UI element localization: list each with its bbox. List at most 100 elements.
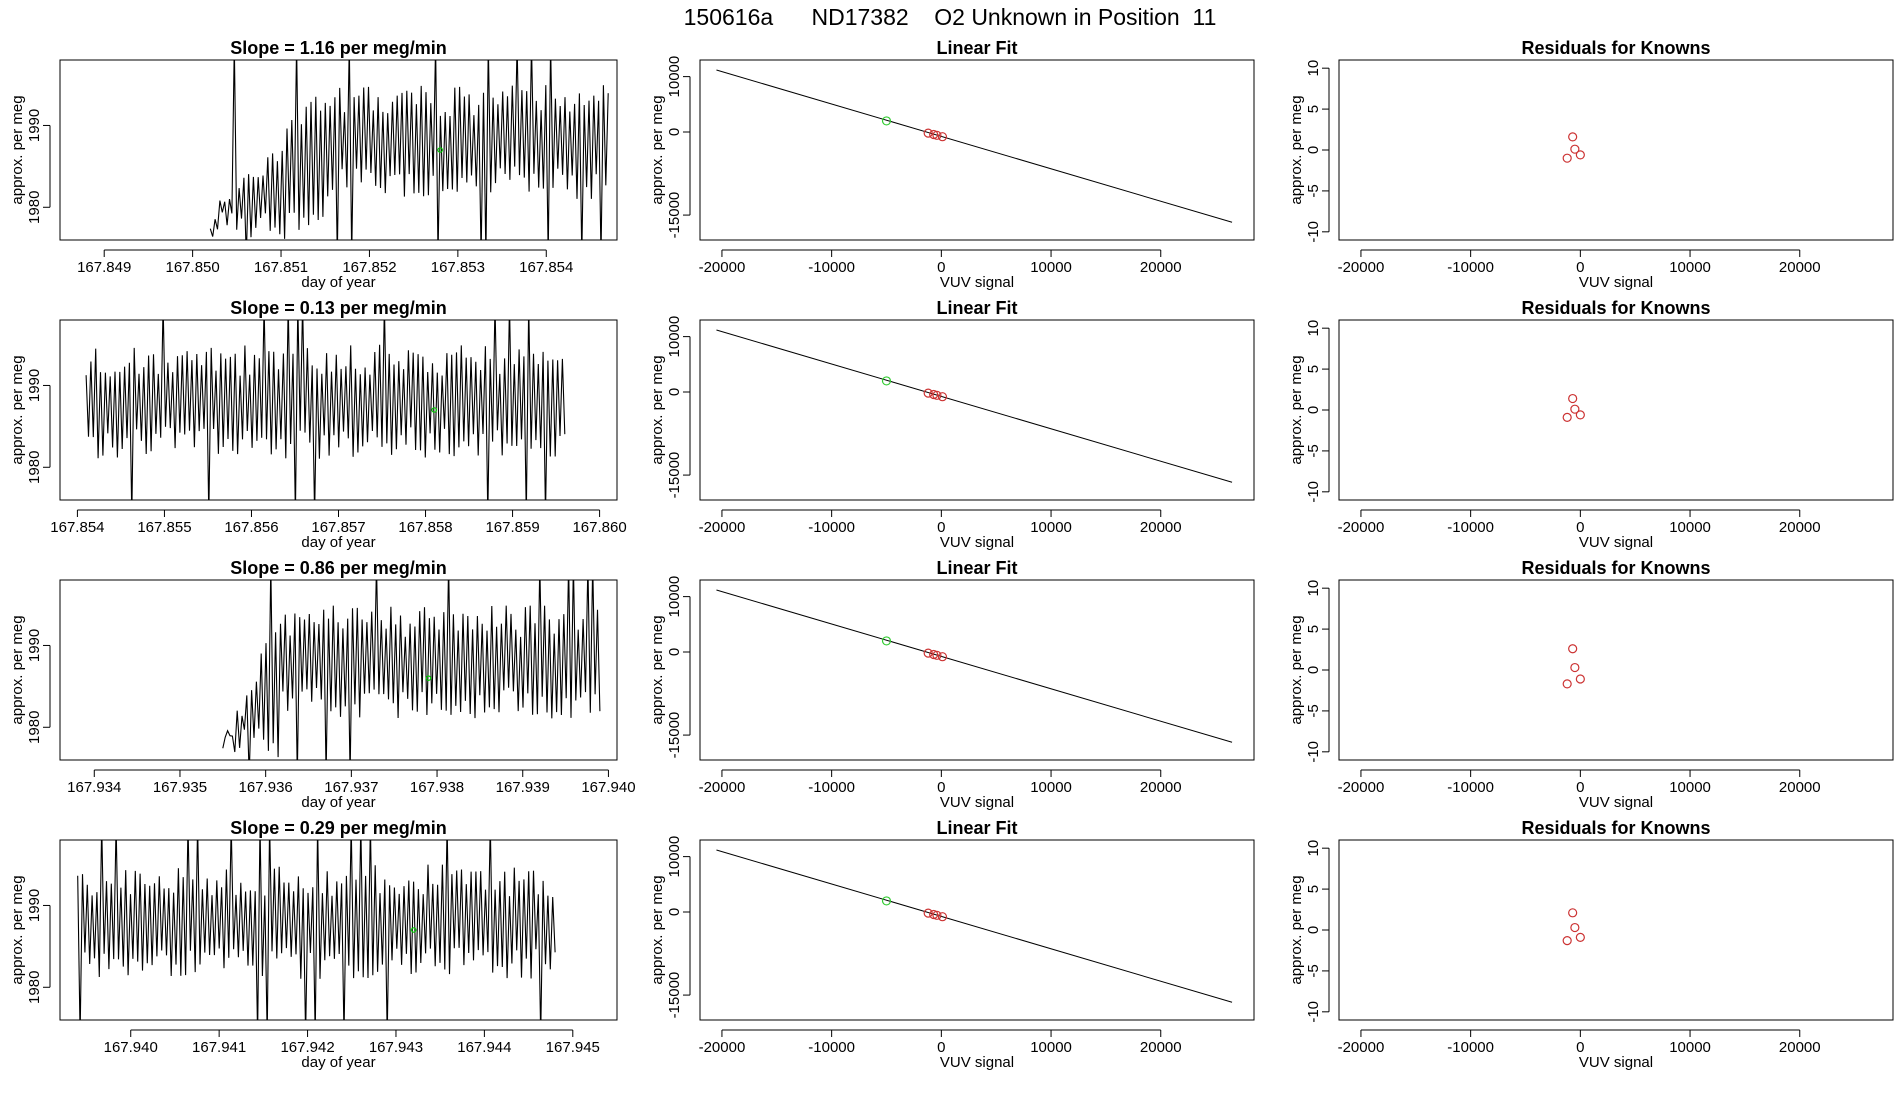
row-2-residuals-residual-point — [1575, 410, 1585, 420]
row-3-linear-fit-ylabel: approx. per meg — [649, 615, 666, 724]
row-1-timeseries-current-point — [437, 147, 443, 153]
row-2-residuals-ytick-label: 10 — [1305, 320, 1322, 337]
row-1-residuals-ytick-label: 0 — [1305, 146, 1322, 154]
row-1-residuals-xtick-label: -20000 — [1338, 259, 1385, 276]
row-3-timeseries-frame — [59, 579, 618, 761]
row-1-residuals-ylabel: approx. per meg — [1288, 95, 1305, 204]
row-1-timeseries-xlabel: day of year — [301, 274, 375, 291]
row-3-timeseries-xlabel: day of year — [301, 794, 375, 811]
row-4-linear-fit-ytick-label: 0 — [666, 908, 683, 916]
row-2-timeseries-frame — [59, 319, 618, 501]
row-3-residuals-ytick-label: -10 — [1305, 741, 1322, 763]
row-2-linear-fit-known-point — [937, 392, 948, 402]
row-1-linear-fit-xtick-label: -20000 — [699, 259, 746, 276]
row-4-residuals-ylabel: approx. per meg — [1288, 875, 1305, 984]
row-4-timeseries-signal-line — [77, 840, 556, 1020]
row-4-residuals-ytick-label: 0 — [1305, 926, 1322, 934]
row-4-timeseries-xlabel: day of year — [301, 1054, 375, 1071]
row-1-residuals-title: Residuals for Knowns — [1521, 38, 1710, 58]
row-3-linear-fit-ytick-label: 10000 — [666, 576, 683, 618]
row-4-residuals-plot-area — [1562, 908, 1585, 946]
row-1-timeseries-plot-area — [209, 60, 609, 240]
row-3-residuals-ytick-label: 0 — [1305, 666, 1322, 674]
row-4-linear-fit-plot-area — [716, 849, 1233, 1003]
row-3-residuals-ytick-label: 10 — [1305, 580, 1322, 597]
row-2-timeseries-title: Slope = 0.13 per meg/min — [230, 298, 447, 318]
row-3-linear-fit-xtick-label: 0 — [937, 779, 945, 796]
row-2-timeseries-current-point — [431, 407, 438, 413]
row-4-linear-fit-known-point — [923, 908, 933, 918]
row-2-timeseries-ytick-label: 1990 — [26, 369, 43, 402]
row-2-linear-fit-xtick-label: 20000 — [1140, 519, 1182, 536]
row-2-timeseries-xlabel: day of year — [301, 534, 375, 551]
row-3-linear-fit-known-point — [937, 652, 948, 662]
row-1-residuals-xlabel: VUV signal — [1579, 274, 1653, 291]
row-4-residuals-residual-point — [1568, 908, 1578, 918]
row-1-linear-fit-fit-line — [716, 69, 1233, 223]
row-2-residuals-xtick-label: 10000 — [1669, 519, 1711, 536]
row-3-residuals-residual-point — [1575, 674, 1585, 684]
row-2-linear-fit-ytick-label: 10000 — [666, 316, 683, 358]
row-1-residuals-xtick-label: 20000 — [1779, 259, 1821, 276]
row-4-residuals-xtick-label: 10000 — [1669, 1039, 1711, 1056]
row-4-residuals-ytick-label: 5 — [1305, 885, 1322, 893]
row-3-timeseries-xtick-label: 167.939 — [496, 779, 550, 796]
row-3-linear-fit-xlabel: VUV signal — [940, 794, 1014, 811]
row-3-residuals-xtick-label: -10000 — [1447, 779, 1494, 796]
row-1-linear-fit-ytick-label: 10000 — [666, 56, 683, 98]
row-2-linear-fit-xtick-label: 0 — [937, 519, 945, 536]
row-4-linear-fit-xtick-label: -10000 — [808, 1039, 855, 1056]
row-4-linear-fit-ytick-label: 10000 — [666, 836, 683, 878]
row-1-residuals-xtick-label: -10000 — [1447, 259, 1494, 276]
row-3-timeseries-xtick-label: 167.936 — [239, 779, 293, 796]
row-4-residuals-residual-point — [1575, 932, 1585, 942]
row-2-residuals-ytick-label: 0 — [1305, 406, 1322, 414]
row-1-residuals-ytick-label: -5 — [1305, 184, 1322, 197]
row-4-timeseries-frame — [59, 839, 618, 1021]
row-4-linear-fit-xtick-label: -20000 — [699, 1039, 746, 1056]
row-1-residuals-xtick-label: 10000 — [1669, 259, 1711, 276]
row-2-linear-fit-frame — [699, 319, 1255, 501]
row-2-timeseries-xtick-label: 167.859 — [485, 519, 539, 536]
row-4-residuals-frame — [1338, 839, 1894, 1021]
row-1-linear-fit-xlabel: VUV signal — [940, 274, 1014, 291]
row-4-linear-fit-ytick-label: -15000 — [666, 972, 683, 1019]
row-4-linear-fit-known-point — [937, 912, 948, 922]
row-4-linear-fit-fit-line — [716, 849, 1233, 1003]
row-1-residuals-ytick-label: -10 — [1305, 221, 1322, 243]
row-1-linear-fit-ytick-label: -15000 — [666, 192, 683, 239]
row-2-residuals-plot-area — [1562, 393, 1585, 422]
row-3-residuals-xtick-label: 10000 — [1669, 779, 1711, 796]
row-3-timeseries-xtick-label: 167.935 — [153, 779, 207, 796]
row-3-residuals-residual-point — [1562, 679, 1572, 689]
row-3-timeseries-title: Slope = 0.86 per meg/min — [230, 558, 447, 578]
row-1-timeseries-xtick-label: 167.854 — [519, 259, 573, 276]
row-3-linear-fit-unknown-point — [881, 636, 892, 646]
row-3-timeseries-xtick-label: 167.934 — [67, 779, 121, 796]
row-4-linear-fit-xtick-label: 20000 — [1140, 1039, 1182, 1056]
row-1-residuals-plot-area — [1562, 132, 1585, 163]
row-2-residuals-residual-point — [1570, 404, 1580, 414]
row-1-timeseries-xtick-label: 167.850 — [166, 259, 220, 276]
row-1-timeseries-xtick-label: 167.852 — [342, 259, 396, 276]
row-3-timeseries-ytick-label: 1980 — [26, 711, 43, 744]
row-4-linear-fit-title: Linear Fit — [936, 818, 1017, 838]
row-1-residuals-residual-point — [1575, 150, 1585, 160]
row-2-residuals-ylabel: approx. per meg — [1288, 355, 1305, 464]
row-2-residuals-xtick-label: 20000 — [1779, 519, 1821, 536]
row-4-timeseries-xtick-label: 167.944 — [457, 1039, 511, 1056]
page-title: 150616a ND17382 O2 Unknown in Position 1… — [683, 4, 1217, 30]
row-4-timeseries-ylabel: approx. per meg — [9, 875, 26, 984]
row-1-linear-fit-known-point — [937, 132, 948, 142]
row-1-linear-fit-xtick-label: 0 — [937, 259, 945, 276]
row-1-residuals-frame — [1338, 59, 1894, 241]
row-2-residuals-ytick-label: -10 — [1305, 481, 1322, 503]
row-3-residuals-xtick-label: 0 — [1576, 779, 1584, 796]
row-3-timeseries-signal-line — [222, 580, 601, 760]
row-2-linear-fit-plot-area — [716, 329, 1233, 483]
row-3-linear-fit-ytick-label: -15000 — [666, 712, 683, 759]
row-2-timeseries-xtick-label: 167.855 — [137, 519, 191, 536]
row-1-linear-fit-xtick-label: 20000 — [1140, 259, 1182, 276]
row-4-linear-fit-frame — [699, 839, 1255, 1021]
